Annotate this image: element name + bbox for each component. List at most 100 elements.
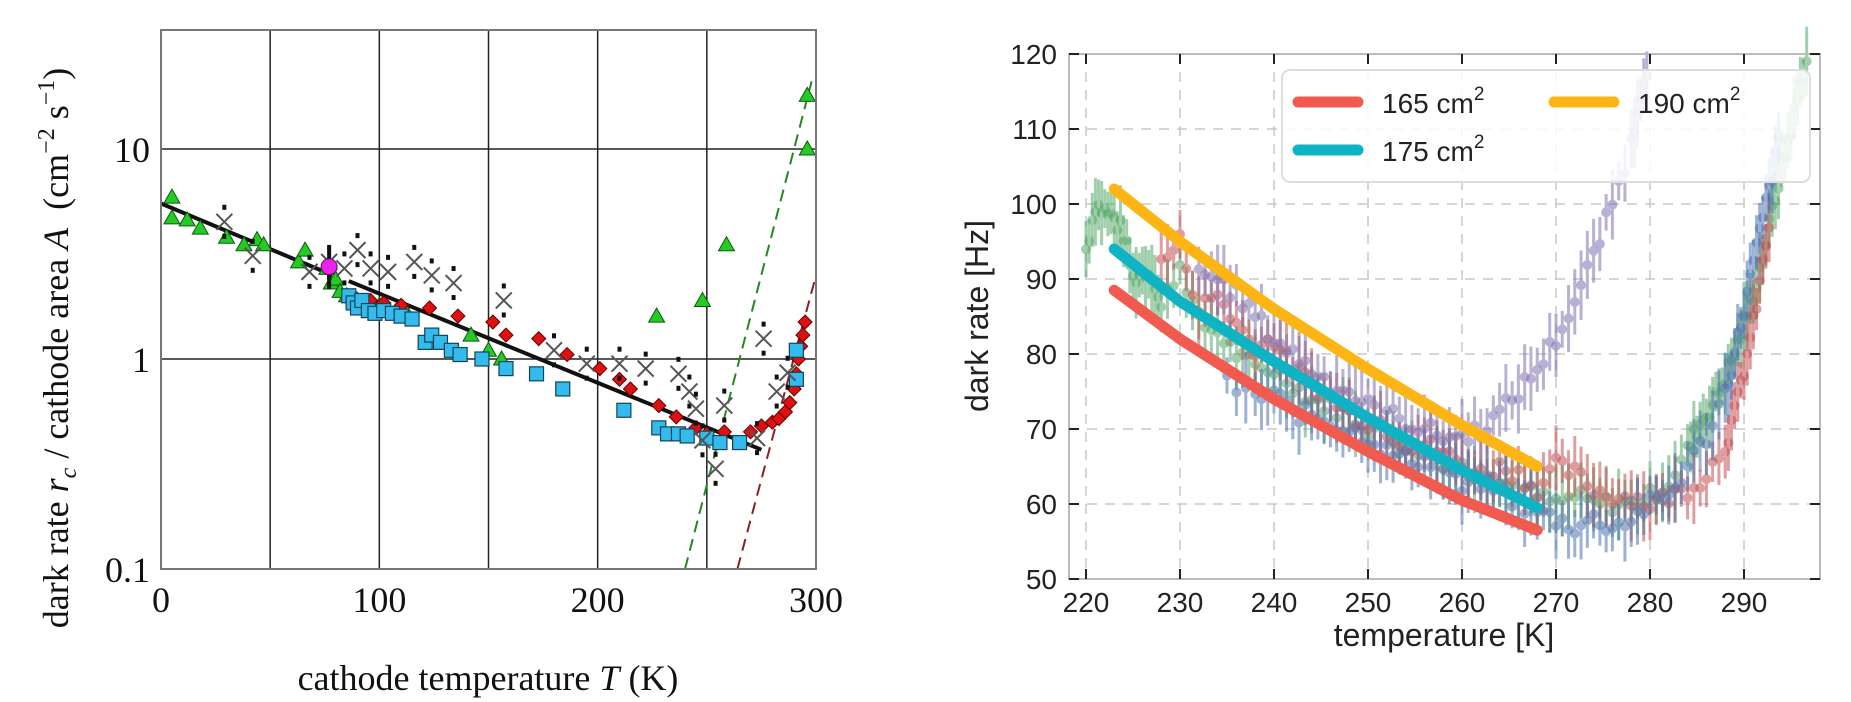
left-point-red-diamonds xyxy=(498,327,514,343)
right-marker xyxy=(1607,523,1618,534)
left-cross-stroke xyxy=(300,263,319,281)
right-point-blue-data xyxy=(1519,480,1530,547)
left-point-black-crosses xyxy=(405,244,423,279)
left-error-bar xyxy=(676,356,681,362)
right-marker xyxy=(1676,454,1687,465)
left-point-black-crosses xyxy=(215,204,234,239)
left-error-bar xyxy=(687,374,692,380)
right-x-tick-label: 280 xyxy=(1627,587,1674,618)
left-error-bar xyxy=(250,267,255,273)
right-marker xyxy=(1557,513,1568,524)
right-point-red-data xyxy=(1713,432,1724,486)
right-point-purple-data xyxy=(1601,194,1612,231)
left-point-green-triangles xyxy=(235,235,253,252)
left-point-black-crosses xyxy=(300,254,319,289)
right-point-purple-data xyxy=(1551,314,1561,378)
left-point-blue-squares xyxy=(528,366,545,382)
left-error-bar xyxy=(643,380,648,386)
left-point-magenta-circle xyxy=(320,258,338,276)
right-x-tick-label: 250 xyxy=(1345,587,1392,618)
left-x-tick-label: 300 xyxy=(789,580,843,620)
left-point-green-triangles xyxy=(296,241,314,257)
left-point-black-crosses xyxy=(669,356,688,391)
left-point-red-diamonds xyxy=(668,409,684,425)
legend-label: 175 cm2 xyxy=(1382,132,1484,167)
right-fit-curves xyxy=(1108,183,1543,536)
left-error-bar xyxy=(412,244,417,250)
left-error-bar xyxy=(368,251,373,257)
left-cross-stroke xyxy=(379,263,397,281)
left-point-black-crosses xyxy=(335,251,354,286)
right-marker xyxy=(1513,464,1524,475)
right-fit-190-cm2 xyxy=(1108,183,1543,472)
left-cross-stroke xyxy=(687,399,705,418)
right-point-red-data xyxy=(1563,450,1574,501)
left-error-bar xyxy=(785,355,790,361)
right-marker xyxy=(1507,501,1518,512)
left-point-blue-squares xyxy=(474,351,490,367)
left-x-axis-label: cathode temperature T (K) xyxy=(298,658,679,698)
left-point-blue-squares xyxy=(452,346,468,363)
right-point-purple-data xyxy=(1525,346,1536,411)
left-cross-stroke xyxy=(669,365,688,383)
right-point-purple-data xyxy=(1494,382,1505,437)
left-error-bar xyxy=(722,417,727,423)
left-x-tick-label: 200 xyxy=(571,580,625,620)
left-grid xyxy=(160,30,817,570)
right-marker xyxy=(1569,492,1580,503)
left-error-bar xyxy=(761,321,766,327)
right-marker xyxy=(1300,399,1311,410)
left-point-black-crosses xyxy=(348,233,367,268)
right-marker xyxy=(1369,439,1380,450)
left-point-black-crosses xyxy=(545,333,563,368)
right-marker xyxy=(1488,410,1499,421)
left-line-fit-green-dashed xyxy=(684,81,813,570)
left-cross-stroke xyxy=(767,382,786,401)
left-error-bar xyxy=(386,254,391,260)
right-y-tick-label: 120 xyxy=(1010,39,1057,70)
right-marker xyxy=(1388,403,1399,414)
left-error-bar xyxy=(693,420,698,426)
right-point-red-data xyxy=(1576,446,1587,498)
left-error-bar xyxy=(643,351,648,357)
right-point-blue-data xyxy=(1701,412,1712,476)
left-cross-stroke xyxy=(545,341,563,360)
left-point-green-triangles xyxy=(191,219,210,235)
right-marker xyxy=(1156,302,1167,313)
left-cross-stroke xyxy=(335,259,354,278)
left-error-bar xyxy=(501,283,506,289)
right-point-red-data xyxy=(1557,438,1568,484)
right-point-blue-data xyxy=(1557,500,1568,537)
left-error-bar xyxy=(355,233,360,239)
left-point-red-diamonds xyxy=(651,397,667,414)
right-marker xyxy=(1425,417,1436,428)
left-error-bar xyxy=(222,233,227,239)
right-x-tick-label: 270 xyxy=(1533,587,1580,618)
left-error-bar xyxy=(755,450,760,456)
left-point-black-crosses xyxy=(693,423,712,458)
right-marker xyxy=(1363,393,1373,404)
legend-entry: 165 cm2 xyxy=(1292,84,1484,119)
right-y-tick-label: 100 xyxy=(1010,189,1057,220)
right-marker xyxy=(1525,373,1536,384)
right-marker xyxy=(1168,245,1179,256)
right-point-blue-data xyxy=(1676,461,1687,505)
right-x-tick-label: 220 xyxy=(1063,587,1110,618)
left-x-tick-label: 0 xyxy=(152,580,170,620)
right-marker xyxy=(1551,520,1561,531)
right-marker xyxy=(1607,199,1618,210)
left-point-black-crosses xyxy=(687,391,705,426)
right-marker xyxy=(1569,528,1580,539)
left-point-red-diamonds xyxy=(795,327,811,343)
right-marker xyxy=(1275,338,1286,349)
left-point-black-crosses xyxy=(578,346,596,381)
right-marker xyxy=(1682,461,1693,472)
right-marker xyxy=(1713,398,1724,409)
legend-label: 190 cm2 xyxy=(1638,84,1740,119)
right-marker xyxy=(1582,515,1593,526)
left-x-tick-label: 100 xyxy=(352,580,406,620)
right-y-tick-label: 80 xyxy=(1026,339,1057,370)
left-point-blue-squares xyxy=(498,361,514,377)
left-point-blue-squares xyxy=(788,342,804,358)
